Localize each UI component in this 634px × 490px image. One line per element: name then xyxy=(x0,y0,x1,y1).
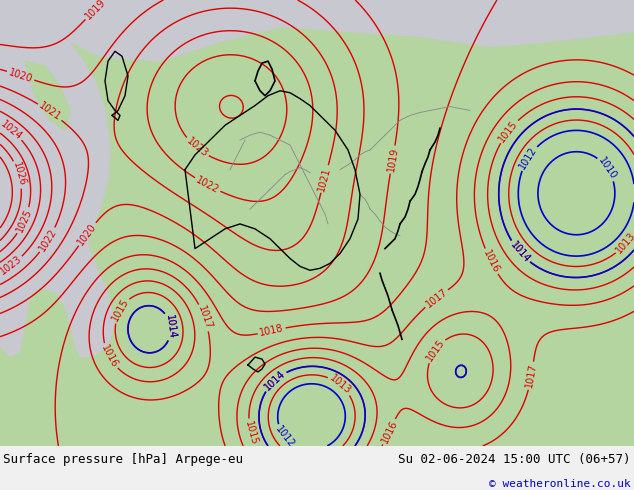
Text: 1017: 1017 xyxy=(196,304,213,331)
Text: 1015: 1015 xyxy=(243,419,259,446)
Text: 1025: 1025 xyxy=(15,207,34,234)
Polygon shape xyxy=(25,61,70,130)
Text: 1024: 1024 xyxy=(0,119,24,142)
Text: 1014: 1014 xyxy=(508,240,532,265)
Text: 1016: 1016 xyxy=(379,418,399,445)
Text: 1014: 1014 xyxy=(508,240,532,265)
Text: 1021: 1021 xyxy=(316,166,333,192)
Text: 1026: 1026 xyxy=(11,161,27,188)
Polygon shape xyxy=(0,0,634,61)
Text: 1013: 1013 xyxy=(614,230,634,256)
Text: 1019: 1019 xyxy=(83,0,108,22)
Text: 1010: 1010 xyxy=(596,156,618,181)
Text: 1022: 1022 xyxy=(37,227,59,253)
Text: 1022: 1022 xyxy=(194,174,221,195)
Text: 1014: 1014 xyxy=(262,368,287,392)
Text: 1021: 1021 xyxy=(37,101,63,123)
Polygon shape xyxy=(0,0,110,278)
Text: 1014: 1014 xyxy=(164,314,177,340)
Text: 1018: 1018 xyxy=(259,323,285,338)
Text: 1015: 1015 xyxy=(497,119,520,144)
Text: 1016: 1016 xyxy=(99,343,120,369)
Text: 1014: 1014 xyxy=(164,314,177,340)
Text: 1023: 1023 xyxy=(0,254,24,277)
Text: 1013: 1013 xyxy=(328,373,353,396)
Text: © weatheronline.co.uk: © weatheronline.co.uk xyxy=(489,479,631,490)
Text: 1015: 1015 xyxy=(110,297,131,323)
Text: 1017: 1017 xyxy=(524,363,538,389)
Text: 1014: 1014 xyxy=(262,368,287,392)
Text: 1016: 1016 xyxy=(481,248,501,275)
Text: 1019: 1019 xyxy=(385,147,399,172)
Text: 1015: 1015 xyxy=(424,337,446,363)
Text: 1023: 1023 xyxy=(184,136,210,159)
Text: 1012: 1012 xyxy=(517,145,539,171)
Text: 1020: 1020 xyxy=(8,67,34,84)
Text: 1020: 1020 xyxy=(76,221,98,247)
Text: 1012: 1012 xyxy=(273,424,296,450)
Text: Surface pressure [hPa] Arpege-eu: Surface pressure [hPa] Arpege-eu xyxy=(3,453,243,466)
Text: 1017: 1017 xyxy=(424,287,450,310)
Text: Su 02-06-2024 15:00 UTC (06+57): Su 02-06-2024 15:00 UTC (06+57) xyxy=(398,453,631,466)
Polygon shape xyxy=(0,0,115,357)
